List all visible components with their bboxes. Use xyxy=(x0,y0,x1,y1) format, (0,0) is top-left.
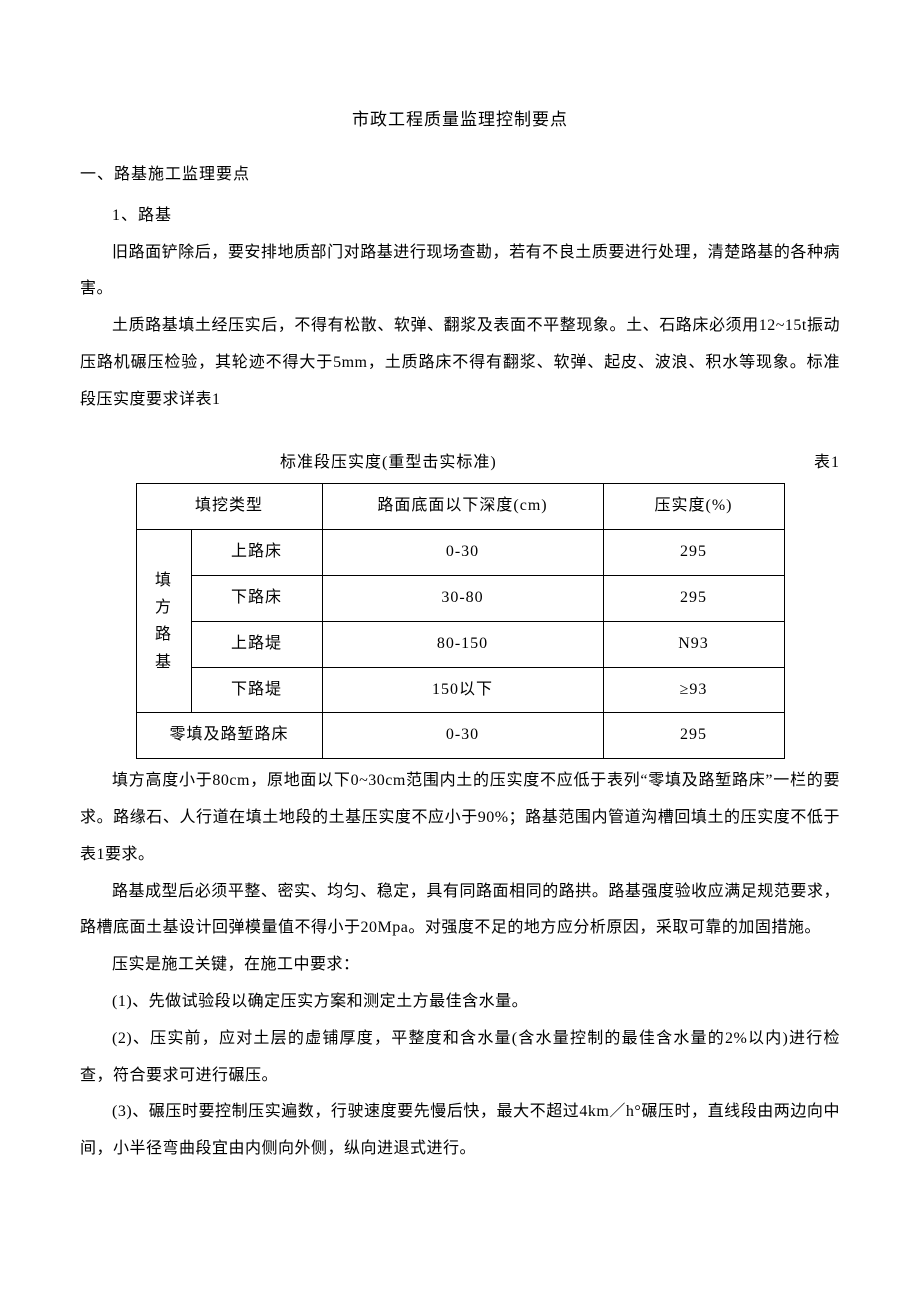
table-row: 上路堤 80-150 N93 xyxy=(136,621,784,667)
paragraph: (2)、压实前，应对土层的虚铺厚度，平整度和含水量(含水量控制的最佳含水量的2%… xyxy=(80,1021,840,1095)
table-cell: 80-150 xyxy=(322,621,603,667)
document-page: 市政工程质量监理控制要点 一、路基施工监理要点 1、路基 旧路面铲除后，要安排地… xyxy=(0,0,920,1228)
table-cell: 上路堤 xyxy=(191,621,322,667)
table-cell: 295 xyxy=(603,576,784,622)
table-header-cell: 路面底面以下深度(cm) xyxy=(322,484,603,530)
table-caption: 标准段压实度(重型击实标准) 表1 xyxy=(80,445,840,482)
table-row: 下路床 30-80 295 xyxy=(136,576,784,622)
paragraph: 路基成型后必须平整、密实、均匀、稳定，具有同路面相同的路拱。路基强度验收应满足规… xyxy=(80,874,840,948)
table-header-cell: 压实度(%) xyxy=(603,484,784,530)
section-heading-1: 一、路基施工监理要点 xyxy=(80,157,840,194)
table-cell: 30-80 xyxy=(322,576,603,622)
table-header-cell: 填挖类型 xyxy=(136,484,322,530)
table-cell: 295 xyxy=(603,713,784,759)
table-row: 填方路基 上路床 0-30 295 xyxy=(136,530,784,576)
subsection-heading-1: 1、路基 xyxy=(80,198,840,235)
table-row: 下路堤 150以下 ≥93 xyxy=(136,667,784,713)
paragraph: 压实是施工关键，在施工中要求： xyxy=(80,947,840,984)
table-cell: 下路堤 xyxy=(191,667,322,713)
table-row: 零填及路堑路床 0-30 295 xyxy=(136,713,784,759)
table-caption-label: 表1 xyxy=(704,445,840,482)
table-cell: 0-30 xyxy=(322,530,603,576)
paragraph: (1)、先做试验段以确定压实方案和测定土方最佳含水量。 xyxy=(80,984,840,1021)
compaction-table: 填挖类型 路面底面以下深度(cm) 压实度(%) 填方路基 上路床 0-30 2… xyxy=(136,483,785,759)
table-caption-text: 标准段压实度(重型击实标准) xyxy=(80,445,497,482)
paragraph: 土质路基填土经压实后，不得有松散、软弹、翻浆及表面不平整现象。土、石路床必须用1… xyxy=(80,308,840,418)
table-cell: N93 xyxy=(603,621,784,667)
table-cell: 下路床 xyxy=(191,576,322,622)
table-cell: 150以下 xyxy=(322,667,603,713)
paragraph: 旧路面铲除后，要安排地质部门对路基进行现场查勘，若有不良土质要进行处理，清楚路基… xyxy=(80,235,840,309)
table-cell: 零填及路堑路床 xyxy=(136,713,322,759)
table-header-row: 填挖类型 路面底面以下深度(cm) 压实度(%) xyxy=(136,484,784,530)
page-title: 市政工程质量监理控制要点 xyxy=(80,100,840,139)
table-cell: ≥93 xyxy=(603,667,784,713)
paragraph: 填方高度小于80cm，原地面以下0~30cm范围内土的压实度不应低于表列“零填及… xyxy=(80,763,840,873)
table-cell: 295 xyxy=(603,530,784,576)
table-group-cell: 填方路基 xyxy=(136,530,191,713)
paragraph: (3)、碾压时要控制压实遍数，行驶速度要先慢后快，最大不超过4km／h°碾压时，… xyxy=(80,1094,840,1168)
table-cell: 上路床 xyxy=(191,530,322,576)
table-cell: 0-30 xyxy=(322,713,603,759)
